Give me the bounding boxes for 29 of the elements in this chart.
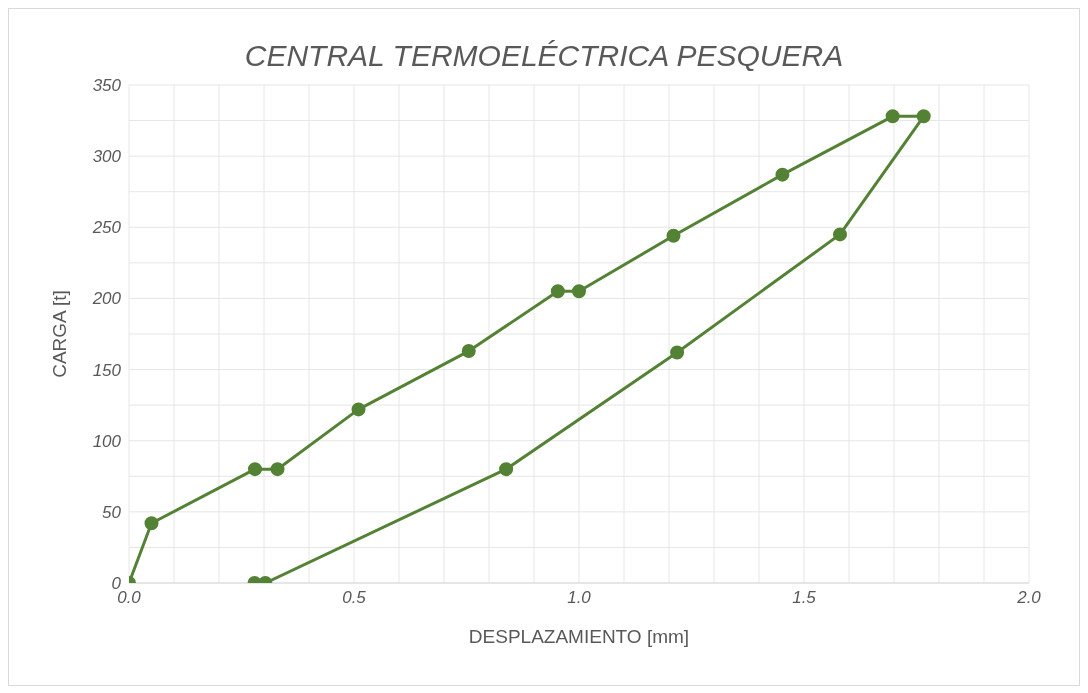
y-axis-title: CARGA [t] [48,290,70,378]
point [572,284,586,299]
point [775,167,790,182]
x-tick-label: 1.0 [567,588,592,608]
x-tick-label: 1.5 [792,588,817,608]
y-tick-label: 200 [91,289,122,309]
point [833,227,847,242]
point [885,109,900,124]
y-tick-label: 100 [92,431,122,451]
y-tick-label: 300 [92,147,122,167]
point [144,516,159,531]
x-tick-label: 0.5 [342,588,367,608]
point [550,284,565,299]
chart-title: CENTRAL TERMOELÉCTRICA PESQUERA [243,39,845,73]
point [461,344,476,359]
y-tick-label: 50 [102,502,122,522]
point [499,462,514,477]
point [270,462,285,477]
y-tick-label: 150 [92,360,122,380]
point [248,462,262,477]
y-tick-label: 350 [92,76,122,96]
y-tick-label: 250 [91,218,122,238]
point [670,345,685,360]
x-axis-title: DESPLAZAMIENTO [mm] [468,626,690,647]
point [351,402,366,417]
x-tick-label: 2.0 [1016,588,1042,608]
x-tick-label: 0.0 [117,588,142,608]
point [916,109,931,124]
point [666,228,681,243]
